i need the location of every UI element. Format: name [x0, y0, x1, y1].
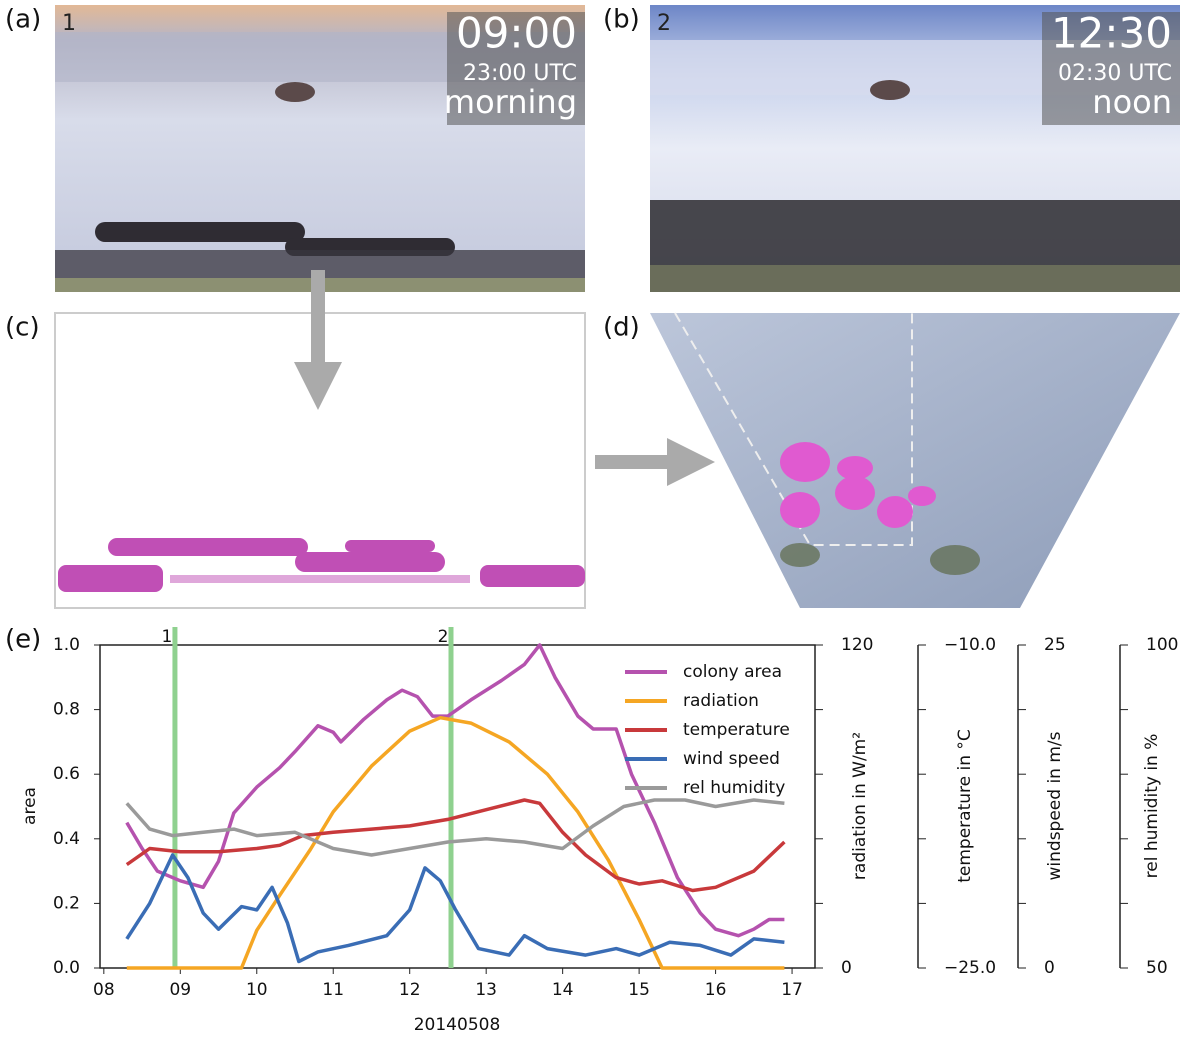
- x-tick-label: 14: [552, 980, 574, 1000]
- y-tick-label: 0.2: [53, 893, 80, 913]
- time-marker-label: 2: [438, 627, 449, 647]
- y2-axis-label: radiation in W/m²: [850, 732, 870, 880]
- x-tick-label: 11: [322, 980, 344, 1000]
- y2-tick-label: −25.0: [944, 958, 996, 978]
- y2-tick-label: 50: [1146, 958, 1168, 978]
- panel-label: (d): [603, 313, 640, 343]
- x-axis-label: 20140508: [414, 1015, 501, 1035]
- x-tick-label: 17: [781, 980, 803, 1000]
- time: 12:30: [1051, 9, 1172, 58]
- period: noon: [1092, 83, 1172, 121]
- panel-label: (e): [5, 625, 41, 655]
- photo-b: [650, 5, 1180, 292]
- photo-number: 2: [657, 11, 671, 36]
- photo-a: [55, 5, 585, 292]
- panel-label: (b): [603, 5, 640, 35]
- y2-tick-label: 100: [1146, 635, 1178, 655]
- y-tick-label: 1.0: [53, 635, 80, 655]
- y2-axis-label: rel humidity in %: [1142, 734, 1162, 879]
- photo-number: 1: [62, 11, 76, 36]
- y2-tick-label: 0: [841, 958, 852, 978]
- y2-axis-label: windspeed in m/s: [1045, 731, 1065, 880]
- legend-label: colony area: [683, 662, 782, 682]
- y-tick-label: 0.8: [53, 700, 80, 720]
- arrows: [294, 270, 715, 486]
- y-tick-label: 0.4: [53, 829, 80, 849]
- series-line: [125, 853, 785, 964]
- y2-tick-label: 0: [1044, 958, 1055, 978]
- time: 09:00: [456, 9, 577, 58]
- x-tick-label: 16: [705, 980, 727, 1000]
- legend-label: temperature: [683, 720, 790, 740]
- projected-panel: [650, 312, 1180, 608]
- x-tick-label: 13: [475, 980, 497, 1000]
- x-tick-label: 08: [93, 980, 115, 1000]
- series-line: [125, 798, 786, 893]
- panel-label: (a): [5, 5, 41, 35]
- legend-label: wind speed: [683, 749, 780, 769]
- y2-tick-label: −10.0: [944, 635, 996, 655]
- y2-tick-label: 120: [841, 635, 873, 655]
- legend-label: rel humidity: [683, 778, 785, 798]
- y-axis-label: area: [20, 787, 40, 825]
- y-tick-label: 0.6: [53, 764, 80, 784]
- y2-axis-label: temperature in °C: [955, 729, 975, 883]
- y2-tick-label: 25: [1044, 635, 1066, 655]
- panel-label: (c): [5, 313, 40, 343]
- plot-frame: [99, 644, 816, 969]
- utc-time: 23:00 UTC: [463, 61, 577, 86]
- x-tick-label: 15: [628, 980, 650, 1000]
- series-line: [125, 798, 785, 857]
- legend-label: radiation: [683, 691, 759, 711]
- period: morning: [444, 83, 577, 121]
- x-tick-label: 10: [246, 980, 268, 1000]
- time-marker-label: 1: [162, 627, 173, 647]
- x-tick-label: 12: [399, 980, 421, 1000]
- x-tick-label: 09: [169, 980, 191, 1000]
- y-tick-label: 0.0: [53, 958, 80, 978]
- utc-time: 02:30 UTC: [1058, 61, 1172, 86]
